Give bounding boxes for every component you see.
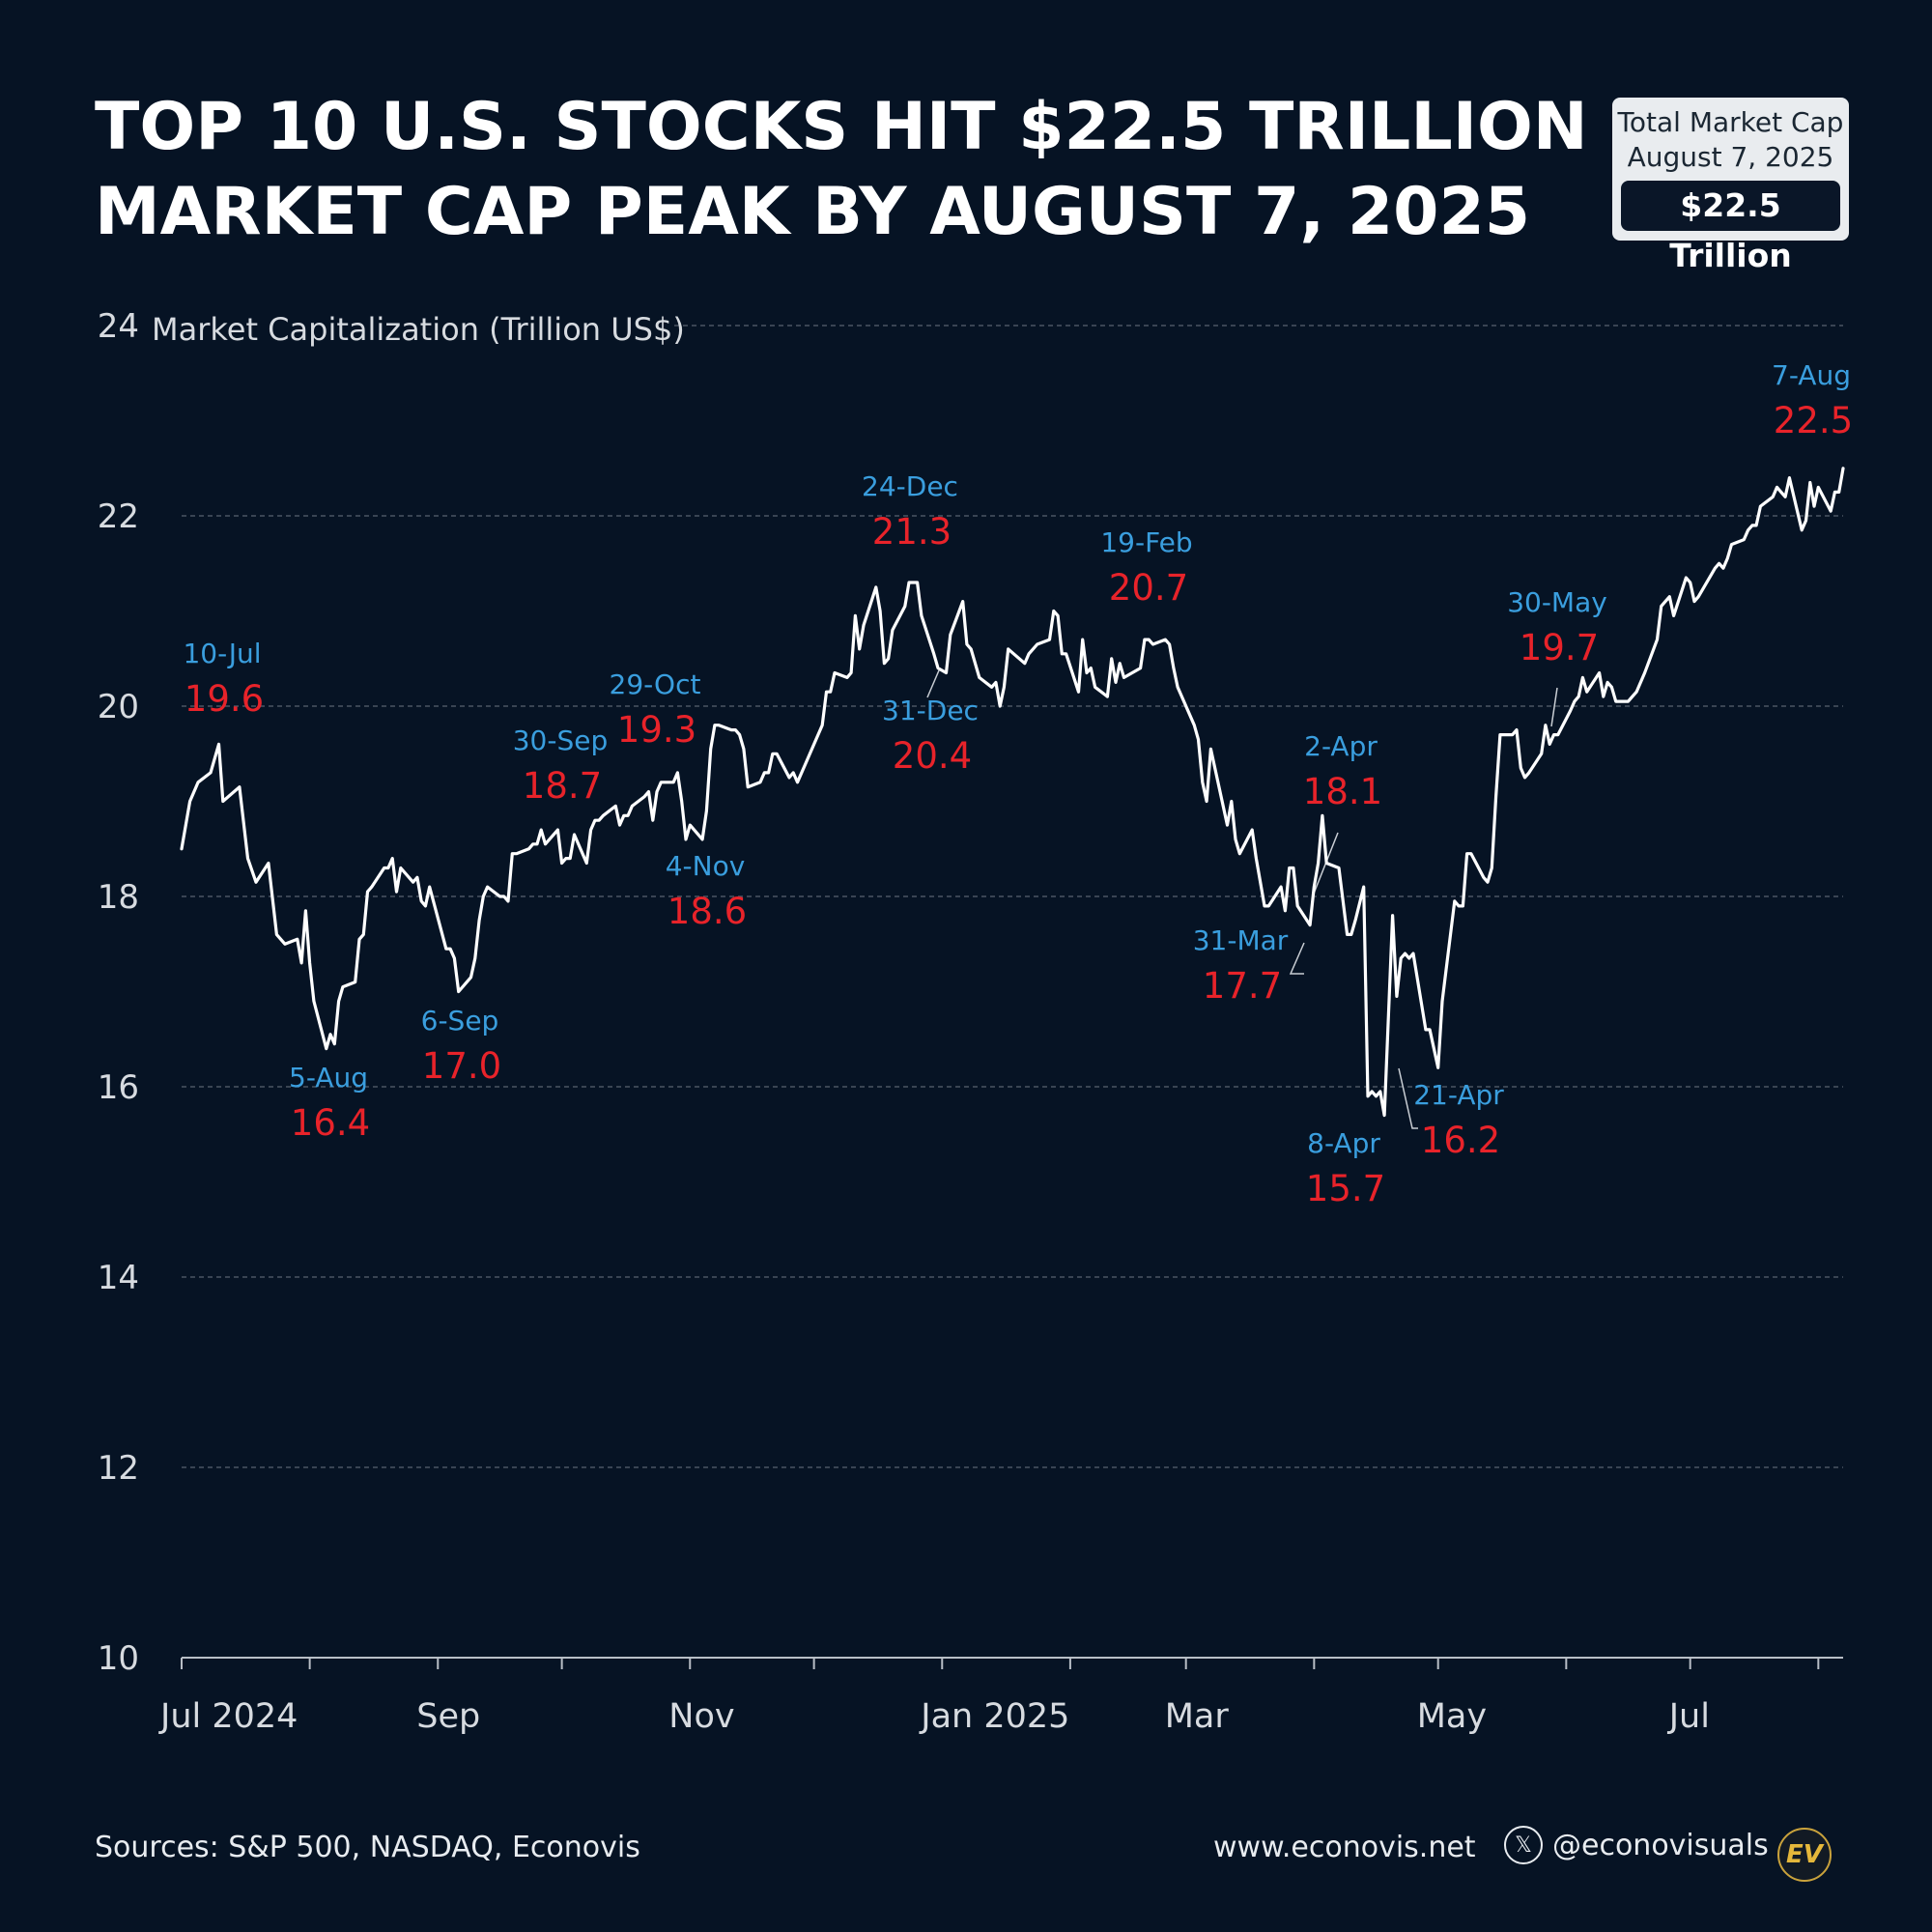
y-tick-label: 12 xyxy=(98,1449,139,1488)
title-line-1: TOP 10 U.S. STOCKS HIT $22.5 TRILLION xyxy=(95,89,1588,165)
leader-line xyxy=(1550,687,1558,727)
annotation-24-dec: 24-Dec 21.3 xyxy=(862,470,958,553)
y-axis-labels: 10 12 14 16 18 20 22 24 xyxy=(98,307,139,1678)
annotation-10-jul: 10-Jul 19.6 xyxy=(183,638,264,720)
annotations: 10-Jul19.65-Aug16.46-Sep17.030-Sep18.729… xyxy=(183,359,1853,1209)
annotation-date: 7-Aug xyxy=(1772,359,1851,391)
annotation-date: 31-Dec xyxy=(882,695,979,726)
series-line xyxy=(180,467,1845,1118)
annotation-value: 20.4 xyxy=(893,735,972,777)
annotation-value: 18.6 xyxy=(668,891,747,932)
annotation-date: 8-Apr xyxy=(1307,1127,1380,1159)
sources-text: Sources: S&P 500, NASDAQ, Econovis xyxy=(95,1831,640,1864)
leader-line xyxy=(1398,1067,1418,1129)
title-line-2: MARKET CAP PEAK BY AUGUST 7, 2025 xyxy=(95,174,1531,250)
x-tick-label: Nov xyxy=(668,1697,734,1736)
grid-lines xyxy=(182,325,1843,1468)
y-tick-label: 22 xyxy=(98,497,139,536)
annotation-date: 4-Nov xyxy=(666,850,746,882)
x-tick-label: Sep xyxy=(416,1697,480,1736)
x-tick-label: May xyxy=(1417,1697,1487,1736)
annotation-30-may: 30-May 19.7 xyxy=(1507,586,1607,668)
annotation-30-sep: 30-Sep 18.7 xyxy=(513,724,609,807)
annotation-31-mar: 31-Mar 17.7 xyxy=(1193,924,1289,1007)
leader-line xyxy=(926,669,940,698)
annotation-value: 18.1 xyxy=(1303,771,1382,812)
website-link[interactable]: www.econovis.net xyxy=(1213,1831,1476,1864)
y-tick-label: 16 xyxy=(98,1068,139,1107)
annotation-date: 21-Apr xyxy=(1413,1079,1504,1111)
annotation-6-sep: 6-Sep 17.0 xyxy=(421,1005,502,1087)
annotation-value: 16.2 xyxy=(1421,1120,1500,1161)
badge-label: Total Market Cap xyxy=(1617,106,1844,138)
x-handle-link[interactable]: 𝕏 @econovisuals xyxy=(1504,1826,1769,1864)
x-tick-label: Jan 2025 xyxy=(919,1697,1069,1736)
annotation-date: 24-Dec xyxy=(862,470,958,502)
y-tick-label: 14 xyxy=(98,1259,139,1297)
chart-title: TOP 10 U.S. STOCKS HIT $22.5 TRILLION MA… xyxy=(95,85,1588,255)
annotation-value: 22.5 xyxy=(1774,400,1853,441)
annotation-5-aug: 5-Aug 16.4 xyxy=(289,1062,370,1144)
annotation-value: 17.0 xyxy=(422,1045,501,1087)
annotation-date: 10-Jul xyxy=(183,638,261,669)
annotation-value: 19.7 xyxy=(1520,627,1599,668)
y-tick-label: 24 xyxy=(98,307,139,346)
annotation-value: 19.6 xyxy=(185,678,264,720)
annotation-value: 19.3 xyxy=(617,709,696,751)
annotation-date: 6-Sep xyxy=(421,1005,499,1037)
annotation-value: 16.4 xyxy=(291,1102,370,1144)
annotation-2-apr: 2-Apr 18.1 xyxy=(1303,730,1382,812)
badge-value: $22.5 Trillion xyxy=(1621,181,1840,274)
annotation-8-apr: 8-Apr 15.7 xyxy=(1306,1127,1385,1209)
y-tick-label: 20 xyxy=(98,688,139,726)
x-tick-label: Jul 2024 xyxy=(158,1697,298,1736)
annotation-4-nov: 4-Nov 18.6 xyxy=(666,850,747,932)
badge-date: August 7, 2025 xyxy=(1627,141,1834,173)
annotation-value: 21.3 xyxy=(872,511,952,553)
y-axis-title: Market Capitalization (Trillion US$) xyxy=(152,311,685,348)
annotation-value: 20.7 xyxy=(1109,567,1188,609)
x-axis: Jul 2024 Sep Nov Jan 2025 Mar May Jul xyxy=(158,1657,1843,1736)
annotation-date: 30-Sep xyxy=(513,724,609,756)
annotation-19-feb: 19-Feb 20.7 xyxy=(1100,526,1192,609)
econovis-logo: EV xyxy=(1777,1828,1832,1882)
x-tick-label: Mar xyxy=(1165,1697,1230,1736)
y-tick-label: 18 xyxy=(98,878,139,917)
total-market-cap-badge: Total Market Cap August 7, 2025 $22.5 Tr… xyxy=(1612,98,1849,274)
annotation-date: 2-Apr xyxy=(1304,730,1378,762)
annotation-31-dec: 31-Dec 20.4 xyxy=(882,695,979,777)
annotation-date: 30-May xyxy=(1507,586,1607,618)
annotation-date: 31-Mar xyxy=(1193,924,1289,956)
annotation-date: 19-Feb xyxy=(1100,526,1192,558)
annotation-value: 15.7 xyxy=(1306,1168,1385,1209)
annotation-value: 18.7 xyxy=(523,765,602,807)
x-tick-label: Jul xyxy=(1667,1697,1710,1736)
x-logo-icon: 𝕏 xyxy=(1504,1826,1543,1864)
annotation-29-oct: 29-Oct 19.3 xyxy=(610,668,701,751)
annotation-date: 29-Oct xyxy=(610,668,701,700)
series-line-layer xyxy=(180,467,1845,1118)
y-tick-label: 10 xyxy=(98,1639,139,1678)
annotation-date: 5-Aug xyxy=(289,1062,368,1094)
x-handle-text: @econovisuals xyxy=(1552,1828,1769,1862)
annotation-value: 17.7 xyxy=(1203,965,1282,1007)
annotation-7-aug: 7-Aug 22.5 xyxy=(1772,359,1853,441)
annotation-21-apr: 21-Apr 16.2 xyxy=(1413,1079,1504,1161)
leader-line xyxy=(1289,942,1305,975)
